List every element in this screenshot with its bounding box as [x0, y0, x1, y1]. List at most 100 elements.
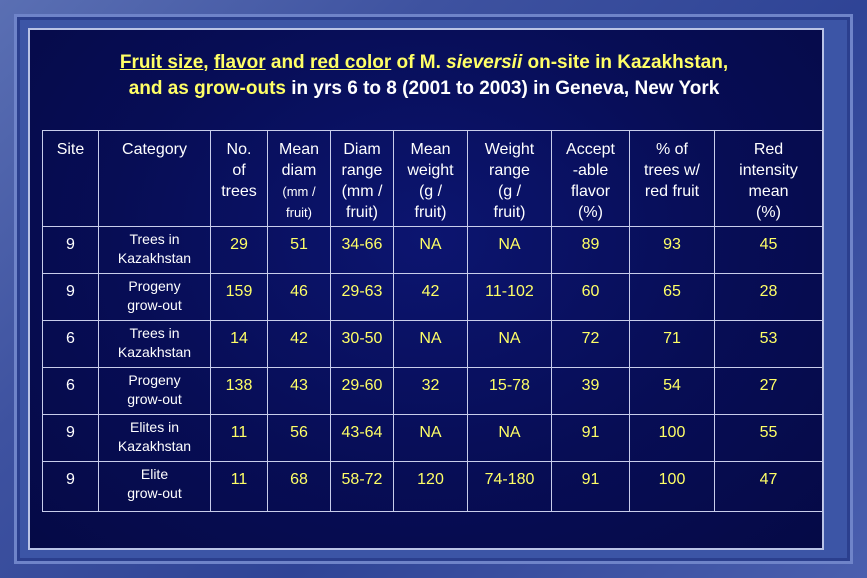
title-and: and	[265, 52, 310, 73]
cell-acceptable: 39	[551, 367, 630, 415]
cell-weight-range: 11-102	[467, 273, 552, 321]
cell-trees: 29	[210, 226, 268, 274]
header-line: trees w/	[643, 162, 700, 179]
header-row: Site Category No. of trees Mean diam (mm / fruit…	[42, 130, 823, 227]
table-row: 6 Progeny grow-out 138 43 29-60 32 15-78 39 54 27	[42, 367, 823, 415]
header-trees: No. of trees	[210, 130, 268, 227]
header-mean-weight: Mean weight (g / fruit)	[393, 130, 468, 227]
category-line: Elite	[140, 466, 169, 482]
cell-category: Elites in Kazakhstan	[98, 414, 211, 462]
header-line: -able	[572, 162, 609, 179]
title-growouts: and as grow-outs	[128, 78, 292, 99]
cell-acceptable: 72	[551, 320, 630, 368]
title-fruit-size: Fruit size	[119, 52, 204, 73]
cell-mean-weight: NA	[393, 320, 468, 368]
cell-trees: 14	[210, 320, 268, 368]
title-onsite: on-site in Kazakhstan,	[522, 52, 729, 73]
title-species: sieversii	[446, 52, 523, 73]
header-line: red fruit	[644, 183, 700, 200]
cell-weight-range: NA	[467, 414, 552, 462]
header-site: Site	[42, 130, 99, 227]
cell-site: 9	[42, 461, 99, 512]
header-line: fruit)	[414, 204, 447, 221]
cell-red-fruit: 100	[629, 461, 715, 512]
cell-red-fruit: 65	[629, 273, 715, 321]
cell-site: 9	[42, 273, 99, 321]
header-line: diam	[281, 162, 317, 179]
cell-weight-range: 74-180	[467, 461, 552, 512]
cell-mean-weight: 32	[393, 367, 468, 415]
category-line: Progeny	[128, 278, 181, 294]
title-red-color: red color	[309, 52, 392, 73]
header-line: fruit)	[346, 204, 378, 221]
header-line: fruit)	[493, 204, 526, 221]
title-years-location: in yrs 6 to 8 (2001 to 2003) in Geneva, …	[291, 78, 720, 99]
header-line: Accept	[566, 141, 615, 158]
header-diam-range: Diam range (mm / fruit)	[330, 130, 394, 227]
header-line: intensity	[739, 162, 798, 179]
category-line: Trees in	[129, 325, 180, 341]
cell-mean-diam: 43	[267, 367, 331, 415]
category-line: Elites in	[129, 419, 180, 435]
title-of-m: of M.	[391, 52, 447, 73]
category-line: grow-out	[127, 391, 182, 407]
cell-diam-range: 34-66	[330, 226, 394, 274]
header-weight-range: Weight range (g / fruit)	[467, 130, 552, 227]
header-line: Weight	[484, 141, 535, 158]
cell-mean-weight: NA	[393, 414, 468, 462]
cell-category: Progeny grow-out	[98, 273, 211, 321]
cell-trees: 11	[210, 414, 268, 462]
cell-site: 6	[42, 320, 99, 368]
cell-category: Trees in Kazakhstan	[98, 226, 211, 274]
cell-site: 9	[42, 226, 99, 274]
table-body: 9 Trees in Kazakhstan 29 51 34-66 NA NA 89 93 45 9 P…	[42, 226, 823, 512]
header-line: flavor	[570, 183, 611, 200]
header-acceptable: Accept -able flavor (%)	[551, 130, 630, 227]
header-line: Category	[122, 141, 187, 158]
category-line: Progeny	[128, 372, 181, 388]
cell-diam-range: 29-60	[330, 367, 394, 415]
table-row: 9 Elites in Kazakhstan 11 56 43-64 NA NA 91 100 55	[42, 414, 823, 462]
cell-mean-diam: 46	[267, 273, 331, 321]
table-row: 9 Elite grow-out 11 68 58-72 120 74-180 91 100 47	[42, 461, 823, 512]
cell-diam-range: 58-72	[330, 461, 394, 512]
cell-category: Elite grow-out	[98, 461, 211, 512]
cell-site: 9	[42, 414, 99, 462]
cell-mean-weight: 120	[393, 461, 468, 512]
cell-red-intensity: 27	[714, 367, 823, 415]
cell-red-intensity: 28	[714, 273, 823, 321]
header-mean-diam: Mean diam (mm / fruit)	[267, 130, 331, 227]
header-line: range	[489, 162, 530, 179]
cell-red-fruit: 93	[629, 226, 715, 274]
header-line: (%)	[756, 204, 781, 221]
title-line-1: Fruit size, flavor and red color of M. s…	[40, 50, 808, 76]
category-line: grow-out	[127, 297, 182, 313]
header-red-fruit: % of trees w/red fruit	[629, 130, 715, 227]
header-unit: fruit)	[286, 205, 312, 220]
cell-category: Progeny grow-out	[98, 367, 211, 415]
category-line: Kazakhstan	[117, 250, 192, 266]
header-line: weight	[407, 162, 454, 179]
cell-mean-diam: 56	[267, 414, 331, 462]
category-line: Kazakhstan	[117, 344, 192, 360]
cell-red-intensity: 47	[714, 461, 823, 512]
header-line: range	[341, 162, 383, 179]
header-line: of	[232, 162, 246, 179]
cell-mean-weight: 42	[393, 273, 468, 321]
cell-acceptable: 89	[551, 226, 630, 274]
header-line: Red	[753, 141, 784, 158]
cell-weight-range: NA	[467, 320, 552, 368]
category-line: grow-out	[127, 485, 182, 501]
table-row: 6 Trees in Kazakhstan 14 42 30-50 NA NA 72 71 53	[42, 320, 823, 368]
header-line: (g /	[497, 183, 522, 200]
cell-acceptable: 91	[551, 414, 630, 462]
header-unit: (mm /	[282, 184, 316, 199]
header-line: (g /	[418, 183, 443, 200]
data-table: Site Category No. of trees Mean diam (mm / fruit…	[42, 130, 823, 512]
title-sep: ,	[203, 52, 214, 73]
cell-trees: 11	[210, 461, 268, 512]
cell-red-fruit: 71	[629, 320, 715, 368]
cell-trees: 138	[210, 367, 268, 415]
cell-red-fruit: 100	[629, 414, 715, 462]
cell-red-intensity: 55	[714, 414, 823, 462]
